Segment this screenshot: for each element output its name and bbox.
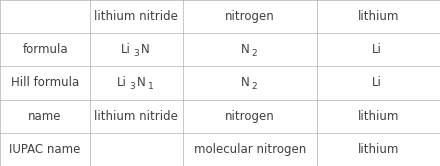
Text: lithium: lithium [358,10,399,23]
Text: Hill formula: Hill formula [11,77,79,89]
Text: nitrogen: nitrogen [225,110,275,123]
Text: 1: 1 [148,82,154,91]
Text: Li: Li [117,77,127,89]
Text: 2: 2 [252,48,257,58]
Text: Li: Li [372,43,382,56]
Text: Li: Li [372,77,382,89]
Text: lithium nitride: lithium nitride [95,10,178,23]
Text: 3: 3 [130,82,136,91]
Text: N: N [240,77,249,89]
Text: lithium nitride: lithium nitride [95,110,178,123]
Text: Li: Li [121,43,131,56]
Text: formula: formula [22,43,68,56]
Text: N: N [137,77,146,89]
Text: IUPAC name: IUPAC name [9,143,81,156]
Text: 3: 3 [133,48,139,58]
Text: name: name [28,110,62,123]
Text: nitrogen: nitrogen [225,10,275,23]
Text: 2: 2 [252,82,257,91]
Text: lithium: lithium [358,110,399,123]
Text: N: N [240,43,249,56]
Text: molecular nitrogen: molecular nitrogen [194,143,306,156]
Text: lithium: lithium [358,143,399,156]
Text: N: N [141,43,150,56]
